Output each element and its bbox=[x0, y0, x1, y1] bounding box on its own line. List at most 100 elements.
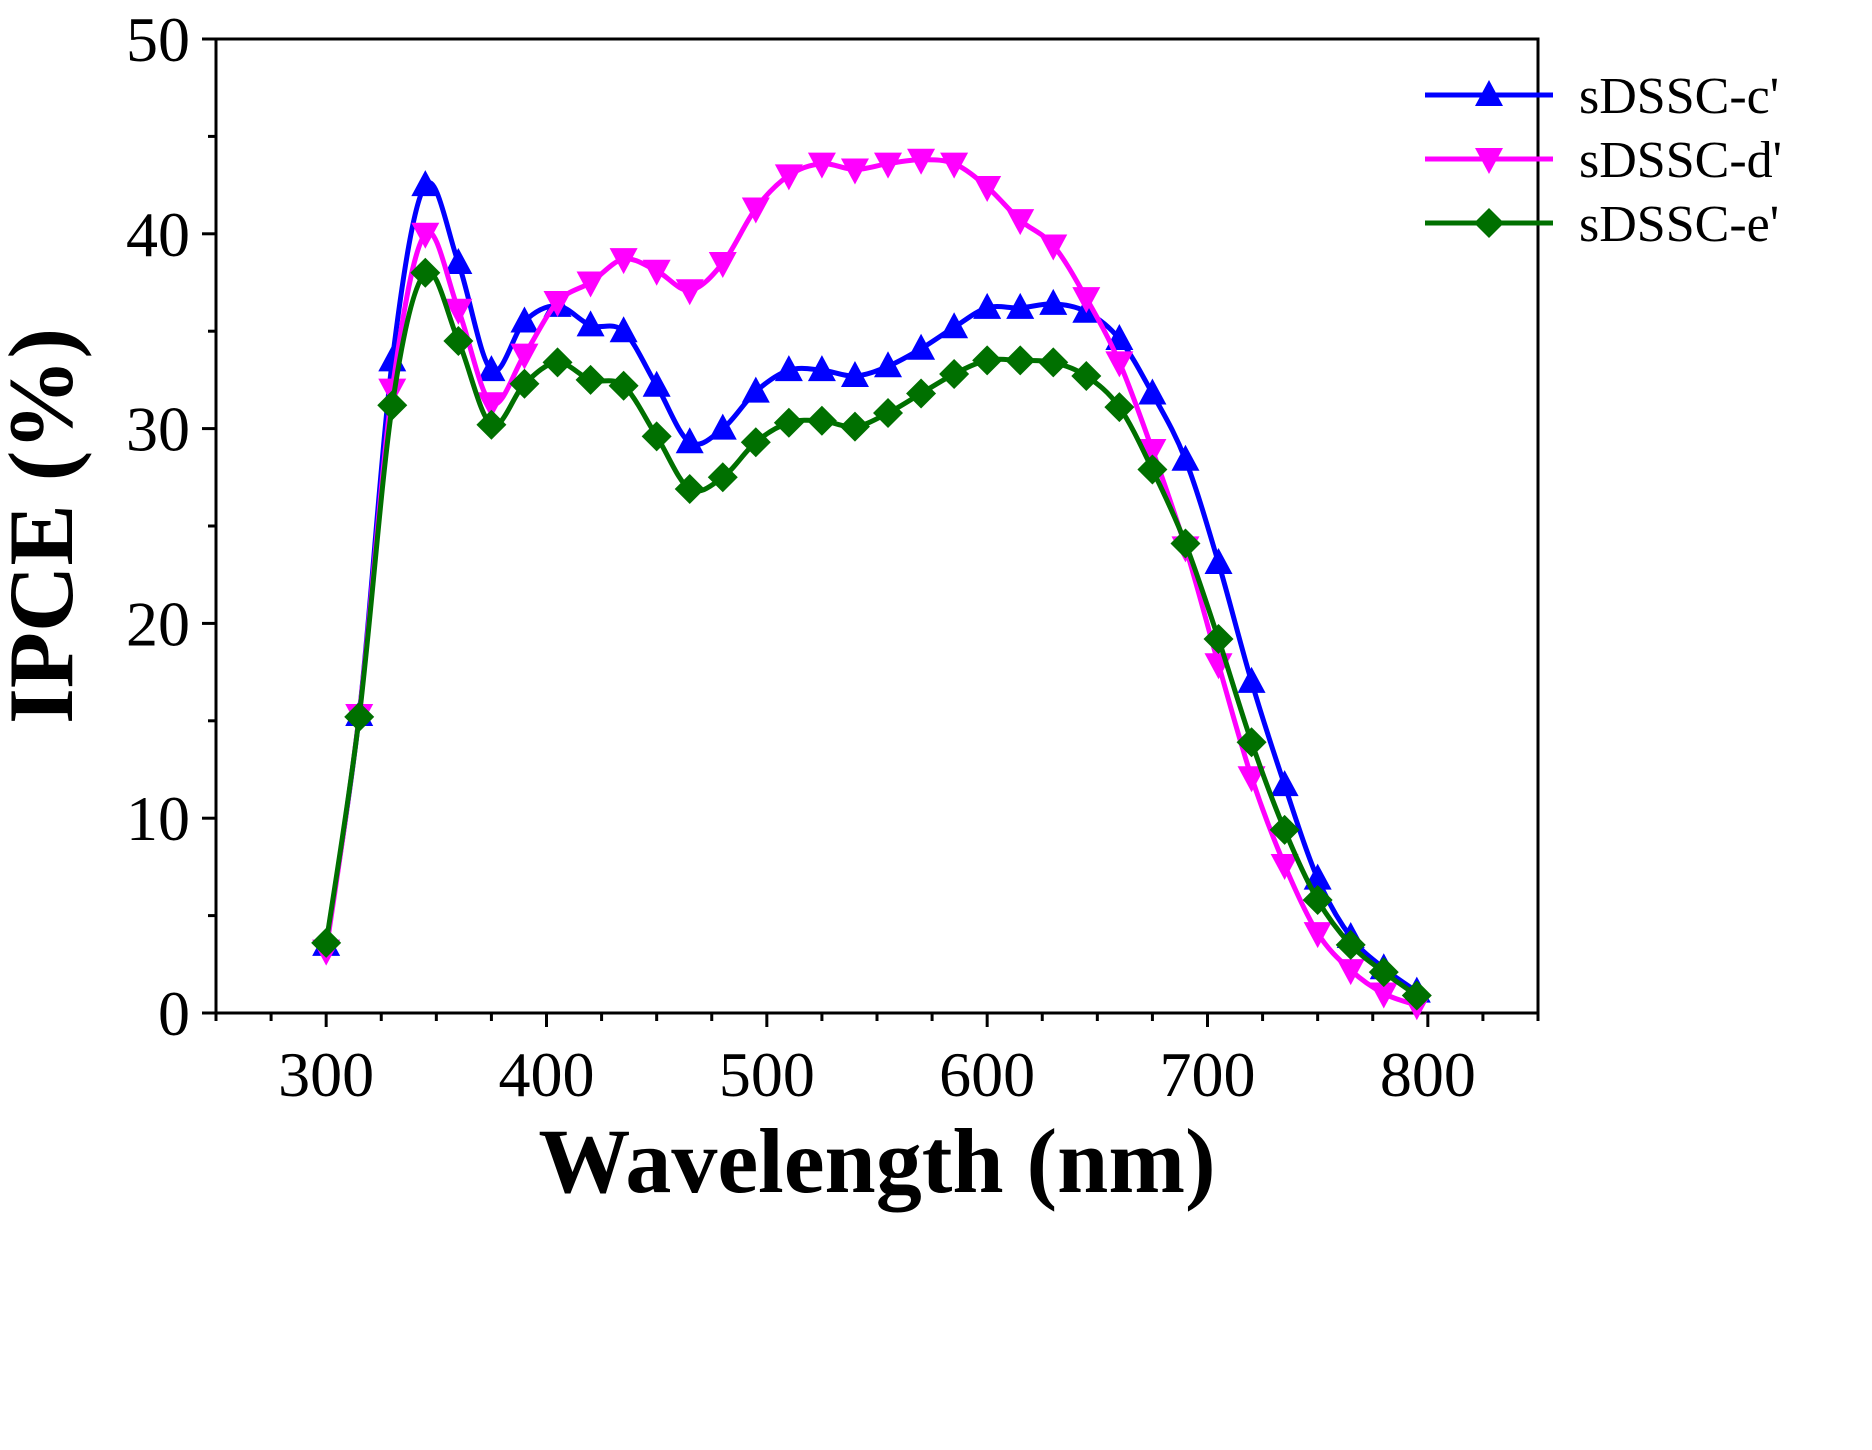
series-sdssc-c-point bbox=[675, 427, 704, 454]
series-sdssc-d-point bbox=[1105, 351, 1134, 378]
series-sdssc-d-point bbox=[1369, 982, 1398, 1009]
y-tick-label: 10 bbox=[126, 783, 190, 854]
series-sdssc-d bbox=[312, 148, 1431, 1021]
series-sdssc-c-point bbox=[642, 370, 671, 397]
series-sdssc-c-point bbox=[1138, 378, 1167, 405]
x-tick-label: 300 bbox=[278, 1039, 374, 1110]
legend-swatch-marker bbox=[1474, 208, 1504, 238]
series-sdssc-d-point bbox=[510, 343, 539, 370]
plot-frame bbox=[214, 37, 1540, 1015]
series-sdssc-e-point bbox=[1236, 727, 1267, 758]
x-tick-label: 500 bbox=[719, 1039, 815, 1110]
series-sdssc-e-point bbox=[740, 427, 771, 458]
series-sdssc-c-point bbox=[1006, 292, 1035, 319]
series-sdssc-d-point bbox=[807, 152, 836, 179]
series-sdssc-d-point bbox=[741, 197, 770, 224]
series-sdssc-d-point bbox=[675, 279, 704, 306]
series-sdssc-e-point bbox=[873, 398, 904, 429]
legend-item-sdssc-d: sDSSC-d' bbox=[1425, 132, 1782, 189]
series-sdssc-d-point bbox=[1237, 766, 1266, 793]
series-sdssc-e-point bbox=[674, 473, 705, 504]
series-sdssc-e bbox=[311, 257, 1432, 1011]
series-sdssc-d-point bbox=[1270, 853, 1299, 880]
series-sdssc-d-point bbox=[973, 176, 1002, 203]
series-sdssc-e-point bbox=[509, 368, 540, 399]
series-sdssc-e-point bbox=[311, 927, 342, 958]
series-sdssc-c-point bbox=[840, 361, 869, 388]
series-sdssc-e-point bbox=[1203, 623, 1234, 654]
series-sdssc-c-point bbox=[609, 316, 638, 343]
series-sdssc-c-point bbox=[411, 170, 440, 197]
series-sdssc-c-point bbox=[874, 351, 903, 378]
y-tick-label: 30 bbox=[126, 394, 190, 465]
series-sdssc-e-point bbox=[773, 407, 804, 438]
series-sdssc-e-point bbox=[939, 359, 970, 390]
series-sdssc-c-point bbox=[1237, 666, 1266, 693]
series-sdssc-e-point bbox=[608, 370, 639, 401]
series-sdssc-d-point bbox=[1072, 287, 1101, 314]
series-sdssc-e-point bbox=[707, 462, 738, 493]
series-sdssc-d-point bbox=[444, 298, 473, 325]
x-axis: 300 400 500 600 700 800 bbox=[214, 1013, 1540, 1110]
series-sdssc-d-point bbox=[1039, 234, 1068, 261]
legend-item-sdssc-c: sDSSC-c' bbox=[1425, 68, 1779, 125]
series-sdssc-e-point bbox=[542, 347, 573, 378]
legend-label: sDSSC-c' bbox=[1579, 68, 1779, 125]
series-sdssc-c-point bbox=[741, 376, 770, 403]
legend-swatch-marker bbox=[1475, 80, 1503, 106]
series-sdssc-e-point bbox=[839, 411, 870, 442]
series-sdssc-e-point bbox=[344, 701, 375, 732]
series-sdssc-d-point bbox=[576, 271, 605, 298]
series-sdssc-e-point bbox=[972, 345, 1003, 376]
x-tick-label: 400 bbox=[499, 1039, 595, 1110]
series-sdssc-c-point bbox=[940, 312, 969, 339]
series-sdssc-c-point bbox=[807, 355, 836, 382]
series-sdssc-e-point bbox=[1170, 528, 1201, 559]
series-sdssc-c-point bbox=[1171, 444, 1200, 471]
series-sdssc-e-point bbox=[1401, 980, 1432, 1011]
y-tick-label: 20 bbox=[126, 588, 190, 659]
legend-label: sDSSC-e' bbox=[1579, 196, 1779, 253]
series-sdssc-e-point bbox=[906, 378, 937, 409]
y-tick-label: 0 bbox=[158, 978, 190, 1049]
series-sdssc-d-point bbox=[642, 259, 671, 286]
series-sdssc-c-line bbox=[323, 180, 1419, 994]
series-sdssc-d-point bbox=[840, 158, 869, 185]
legend-swatch-marker bbox=[1475, 148, 1503, 174]
y-axis-title: IPCE (%) bbox=[0, 328, 92, 724]
series-sdssc-e-point bbox=[641, 421, 672, 452]
series-sdssc-c-point bbox=[1039, 288, 1068, 315]
legend: sDSSC-c' sDSSC-d' sDSSC-e' bbox=[1425, 68, 1782, 253]
series-sdssc-c-point bbox=[1204, 548, 1233, 575]
series-sdssc-e-point bbox=[1302, 885, 1333, 916]
series-sdssc-c-point bbox=[576, 310, 605, 337]
series-sdssc-d-point bbox=[907, 148, 936, 175]
series-sdssc-d-point bbox=[1336, 959, 1365, 986]
legend-label: sDSSC-d' bbox=[1579, 132, 1782, 189]
x-axis-title: Wavelength (nm) bbox=[538, 1110, 1215, 1212]
series-sdssc-e-point bbox=[1368, 957, 1399, 988]
series-sdssc-d-line bbox=[323, 157, 1418, 1008]
series-sdssc-d-point bbox=[543, 290, 572, 317]
series-sdssc-e-point bbox=[1005, 345, 1036, 376]
series-sdssc-e-point bbox=[575, 364, 606, 395]
series-sdssc-d-point bbox=[1006, 209, 1035, 236]
y-tick-label: 50 bbox=[126, 4, 190, 75]
series-sdssc-e-point bbox=[1038, 347, 1069, 378]
series-sdssc-c-point bbox=[973, 292, 1002, 319]
x-tick-label: 700 bbox=[1160, 1039, 1256, 1110]
x-tick-label: 600 bbox=[939, 1039, 1035, 1110]
plot-series bbox=[311, 148, 1432, 1021]
series-sdssc-c-point bbox=[708, 413, 737, 440]
series-sdssc-e-point bbox=[1269, 814, 1300, 845]
series-sdssc-c-point bbox=[1270, 770, 1299, 797]
series-sdssc-d-point bbox=[874, 152, 903, 179]
series-sdssc-c-point bbox=[774, 355, 803, 382]
series-sdssc-d-point bbox=[708, 252, 737, 279]
series-sdssc-c-point bbox=[510, 306, 539, 333]
series-sdssc-c-point bbox=[444, 248, 473, 275]
series-sdssc-d-point bbox=[774, 164, 803, 191]
series-sdssc-c-point bbox=[477, 355, 506, 382]
series-sdssc-e-point bbox=[377, 390, 408, 421]
